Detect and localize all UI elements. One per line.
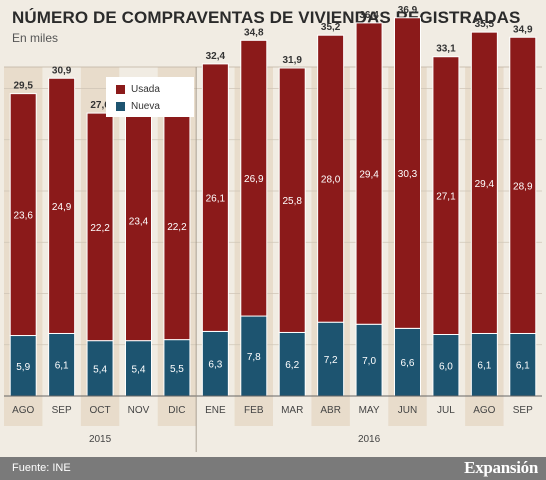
- bar-usada: [317, 34, 345, 323]
- bar-layer: [9, 17, 537, 397]
- data-label-nueva: 6,3: [208, 360, 222, 371]
- data-label-usada: 28,9: [513, 181, 533, 192]
- data-label-nueva: 6,1: [477, 361, 491, 372]
- legend-swatch-nueva: [116, 101, 125, 111]
- x-tick-label: OCT: [90, 405, 111, 416]
- data-label-total: 35,5: [475, 19, 495, 30]
- year-label: 2015: [89, 434, 112, 445]
- data-label-usada: 23,6: [13, 211, 33, 222]
- data-label-total: 34,8: [244, 27, 264, 38]
- data-label-usada: 22,2: [90, 223, 110, 234]
- x-tick-label: JUN: [398, 405, 417, 416]
- bar-usada: [470, 31, 498, 334]
- legend-item-nueva: Nueva: [116, 100, 160, 112]
- x-tick-label: AGO: [12, 405, 34, 416]
- x-tick-label: JUL: [437, 405, 455, 416]
- legend-item-usada: Usada: [116, 83, 160, 95]
- bar-nueva: [240, 315, 268, 397]
- bar-usada: [278, 67, 306, 333]
- data-label-usada: 26,9: [244, 174, 264, 185]
- bar-usada: [9, 93, 37, 337]
- data-label-nueva: 6,1: [55, 361, 69, 372]
- bar-usada: [163, 111, 191, 341]
- bar-usada: [355, 22, 383, 325]
- data-label-total: 35,2: [321, 22, 341, 33]
- data-label-total: 36,4: [359, 10, 379, 21]
- data-label-nueva: 6,1: [516, 361, 530, 372]
- bar-usada: [240, 39, 268, 317]
- x-tick-label: NOV: [128, 405, 150, 416]
- bar-usada: [125, 100, 152, 342]
- legend-swatch-usada: [116, 84, 125, 94]
- data-label-total: 30,9: [52, 65, 72, 76]
- bar-nueva: [317, 321, 345, 397]
- data-label-total: 34,9: [513, 24, 533, 35]
- data-label-nueva: 5,5: [170, 364, 184, 375]
- chart-subtitle: En miles: [12, 31, 59, 45]
- footer: Fuente: INE Expansión: [0, 457, 546, 480]
- bar-nueva: [125, 340, 152, 397]
- chart-title: NÚMERO DE COMPRAVENTAS DE VIVIENDAS REGI…: [12, 8, 521, 27]
- data-label-usada: 30,3: [398, 169, 418, 180]
- data-label-nueva: 5,4: [132, 364, 146, 375]
- data-label-usada: 23,4: [129, 217, 149, 228]
- bar-nueva: [509, 332, 537, 397]
- bar-nueva: [278, 331, 306, 397]
- x-tick-label: AGO: [473, 405, 495, 416]
- x-tick-label: ABR: [320, 405, 341, 416]
- data-label-usada: 27,1: [436, 192, 456, 203]
- data-label-total: 36,9: [398, 5, 418, 16]
- data-label-total: 32,4: [206, 51, 226, 62]
- legend-label-usada: Usada: [131, 83, 160, 95]
- data-label-usada: 26,1: [206, 194, 226, 205]
- bar-usada: [509, 36, 537, 334]
- data-label-nueva: 6,6: [401, 358, 415, 369]
- data-label-nueva: 5,4: [93, 364, 107, 375]
- data-label-total: 33,1: [436, 44, 456, 55]
- axis-layer: AGO SEP OCT NOV DIC ENE FEB MAR ABR MAY JUN JUL AGO S…: [4, 67, 542, 452]
- bar-usada: [201, 63, 229, 332]
- stacked-bar-chart: 5,9 23,6 29,5 6,1 24,9 30,9 5,4 22,2 27,6 5,4 23,4…: [4, 5, 542, 452]
- bar-nueva: [355, 323, 383, 397]
- source-note: Fuente: INE: [12, 462, 71, 474]
- data-label-usada: 29,4: [359, 170, 379, 181]
- data-label-usada: 28,0: [321, 175, 341, 186]
- data-label-usada: 25,8: [282, 196, 302, 207]
- x-tick-label: MAR: [281, 405, 303, 416]
- bar-usada: [394, 17, 421, 329]
- x-tick-label: SEP: [513, 405, 533, 416]
- data-label-nueva: 6,2: [285, 360, 299, 371]
- brand-logo: Expansión: [464, 458, 538, 477]
- data-label-nueva: 7,2: [324, 355, 338, 366]
- data-label-nueva: 5,9: [16, 362, 30, 373]
- x-tick-label: FEB: [244, 405, 264, 416]
- x-tick-label: SEP: [52, 405, 72, 416]
- legend: Usada Nueva: [106, 77, 194, 117]
- bar-nueva: [201, 330, 229, 397]
- x-tick-label: MAY: [359, 405, 380, 416]
- data-label-nueva: 7,8: [247, 352, 261, 363]
- x-tick-label: DIC: [168, 405, 185, 416]
- data-label-nueva: 7,0: [362, 356, 376, 367]
- x-tick-label: ENE: [205, 405, 226, 416]
- data-label-total: 27,6: [90, 100, 110, 111]
- year-label: 2016: [358, 434, 381, 445]
- legend-label-nueva: Nueva: [131, 100, 160, 112]
- data-label-nueva: 6,0: [439, 361, 453, 372]
- data-label-usada: 22,2: [167, 222, 187, 233]
- data-label-total: 31,9: [282, 55, 302, 66]
- data-label-usada: 29,4: [475, 179, 495, 190]
- bar-usada: [432, 56, 460, 335]
- bar-usada: [48, 77, 76, 334]
- data-label-usada: 24,9: [52, 202, 72, 213]
- data-label-total: 29,5: [13, 81, 33, 92]
- bar-usada: [86, 112, 114, 342]
